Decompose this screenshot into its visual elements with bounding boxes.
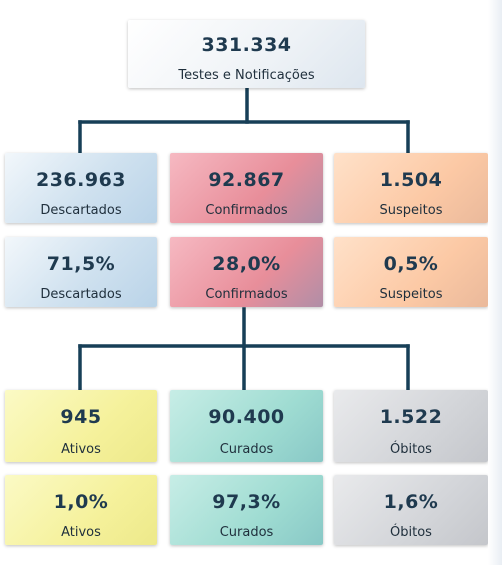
obitos-percent-label: Óbitos [390, 525, 432, 540]
curados-count-value: 90.400 [208, 406, 285, 428]
ativos-count-card: 945 Ativos [5, 390, 157, 462]
ativos-percent-card: 1,0% Ativos [5, 475, 157, 545]
descartados-percent-value: 71,5% [46, 253, 116, 275]
descartados-percent-card: 71,5% Descartados [5, 237, 157, 307]
suspeitos-percent-card: 0,5% Suspeitos [334, 237, 488, 307]
suspeitos-count-card: 1.504 Suspeitos [334, 153, 488, 223]
curados-percent-card: 97,3% Curados [170, 475, 323, 545]
suspeitos-percent-label: Suspeitos [379, 287, 443, 302]
total-tests-value: 331.334 [201, 34, 292, 56]
curados-count-card: 90.400 Curados [170, 390, 323, 462]
total-tests-label: Testes e Notificações [178, 68, 315, 83]
ativos-percent-value: 1,0% [53, 491, 109, 513]
confirmados-percent-label: Confirmados [205, 287, 288, 302]
obitos-count-value: 1.522 [379, 406, 443, 428]
curados-count-label: Curados [219, 442, 274, 457]
suspeitos-count-value: 1.504 [379, 169, 443, 191]
suspeitos-percent-value: 0,5% [383, 253, 439, 275]
page-edge-shadow [488, 0, 502, 565]
curados-percent-value: 97,3% [212, 491, 281, 513]
descartados-count-label: Descartados [40, 203, 122, 218]
ativos-count-label: Ativos [61, 442, 101, 457]
ativos-percent-label: Ativos [61, 525, 101, 540]
confirmados-percent-value: 28,0% [212, 253, 281, 275]
descartados-count-card: 236.963 Descartados [5, 153, 157, 223]
confirmados-count-card: 92.867 Confirmados [170, 153, 323, 223]
descartados-count-value: 236.963 [35, 169, 127, 191]
curados-percent-label: Curados [219, 525, 274, 540]
obitos-count-card: 1.522 Óbitos [334, 390, 488, 462]
descartados-percent-label: Descartados [40, 287, 122, 302]
obitos-percent-value: 1,6% [383, 491, 439, 513]
obitos-percent-card: 1,6% Óbitos [334, 475, 488, 545]
total-tests-card: 331.334 Testes e Notificações [128, 20, 365, 88]
confirmados-count-label: Confirmados [205, 203, 288, 218]
confirmados-count-value: 92.867 [208, 169, 285, 191]
suspeitos-count-label: Suspeitos [379, 203, 443, 218]
confirmados-percent-card: 28,0% Confirmados [170, 237, 323, 307]
obitos-count-label: Óbitos [390, 442, 432, 457]
ativos-count-value: 945 [60, 406, 102, 428]
